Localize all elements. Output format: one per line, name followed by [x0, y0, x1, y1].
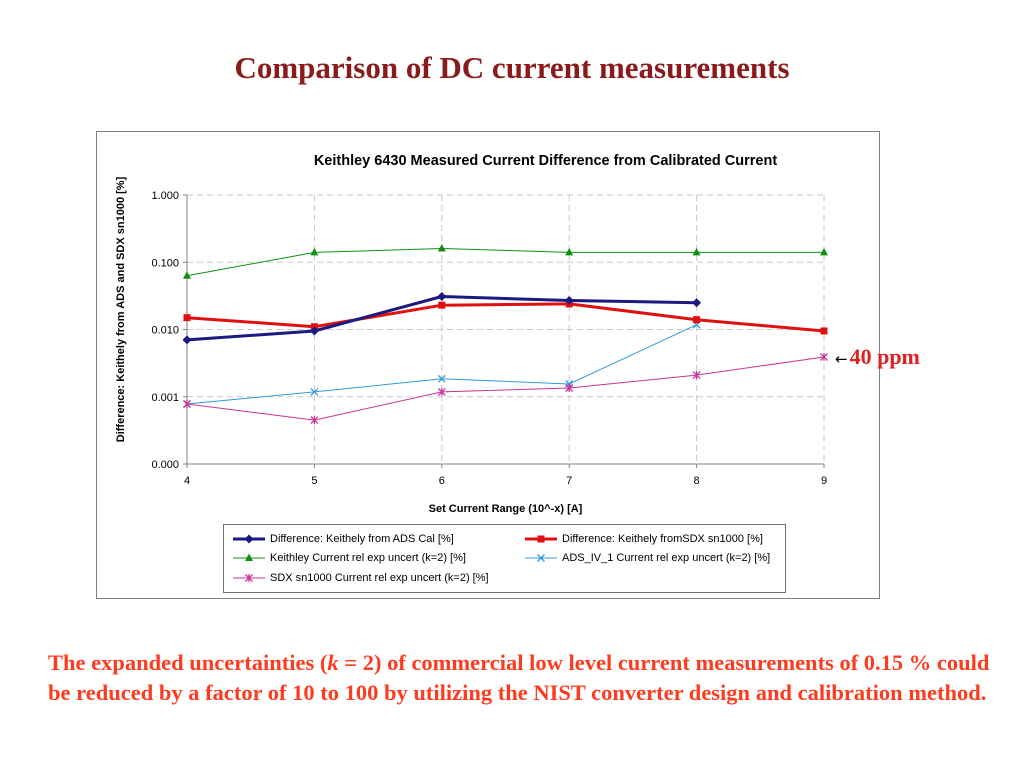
x-tick-label: 6	[439, 475, 445, 487]
data-point	[182, 335, 192, 345]
x-tick-label: 5	[311, 475, 317, 487]
data-point	[820, 353, 828, 362]
legend-swatch	[233, 553, 265, 561]
series-line-2	[186, 248, 824, 277]
conclusion-part1: The expanded uncertainties (	[48, 650, 328, 675]
chart-title: Keithley 6430 Measured Current Differenc…	[314, 153, 777, 169]
legend-swatch-marker	[537, 554, 545, 562]
data-point	[692, 298, 702, 308]
y-tick-label: 1.000	[151, 190, 179, 202]
legend-swatch	[525, 554, 557, 562]
legend-swatch	[233, 574, 265, 582]
data-point	[437, 244, 446, 252]
y-tick-label: 0.001	[151, 392, 179, 404]
legend-swatch	[233, 534, 265, 544]
data-point	[183, 314, 191, 322]
legend-label: ADS_IV_1 Current rel exp uncert (k=2) [%…	[562, 552, 771, 564]
data-point	[309, 326, 319, 336]
legend-label: Difference: Keithely from ADS Cal [%]	[270, 533, 454, 545]
data-point	[310, 387, 319, 396]
legend-item: SDX sn1000 Current rel exp uncert (k=2) …	[232, 570, 489, 586]
legend-item: Difference: Keithely from ADS Cal [%]	[232, 531, 454, 547]
data-point	[183, 271, 191, 279]
data-point	[310, 416, 319, 425]
y-tick-label: 0.000	[151, 459, 179, 471]
x-tick-label: 7	[566, 475, 572, 487]
legend-item: Difference: Keithely fromSDX sn1000 [%]	[524, 531, 763, 547]
x-tick-label: 4	[184, 475, 190, 487]
legend-label: SDX sn1000 Current rel exp uncert (k=2) …	[270, 572, 489, 584]
legend-label: Keithley Current rel exp uncert (k=2) [%…	[270, 552, 466, 564]
y-tick-label: 0.010	[151, 325, 179, 337]
legend-swatch-marker	[244, 534, 254, 544]
data-point	[693, 316, 701, 324]
data-point	[820, 327, 828, 335]
left-arrow-icon: ←	[835, 350, 848, 368]
legend-swatch-marker	[537, 535, 545, 543]
legend-swatch	[525, 535, 557, 543]
legend-label: Difference: Keithely fromSDX sn1000 [%]	[562, 533, 763, 545]
slide-title: Comparison of DC current measurements	[234, 50, 790, 85]
data-point	[692, 371, 701, 380]
data-point	[183, 400, 191, 409]
x-axis-label: Set Current Range (10^-x) [A]	[429, 503, 583, 515]
legend-swatch-marker	[245, 553, 253, 561]
data-point	[438, 301, 446, 309]
data-point	[820, 247, 828, 256]
ppm-annotation: ←40 ppm	[835, 344, 920, 370]
data-point	[310, 247, 319, 256]
chart-legend: Difference: Keithely from ADS Cal [%] Dif…	[223, 524, 786, 593]
data-point	[692, 247, 701, 256]
data-point	[437, 387, 446, 396]
legend-item: ADS_IV_1 Current rel exp uncert (k=2) [%…	[524, 550, 770, 566]
y-tick-label: 0.100	[151, 257, 179, 269]
series-line-4	[186, 356, 825, 421]
y-axis-label: Difference: Keithely from ADS and SDX sn…	[115, 176, 127, 442]
data-point	[437, 291, 447, 301]
chart-area: Keithley 6430 Measured Current Differenc…	[96, 131, 880, 599]
legend-item: Keithley Current rel exp uncert (k=2) [%…	[232, 550, 466, 566]
legend-swatch-marker	[245, 574, 253, 582]
data-point	[564, 295, 574, 305]
conclusion-text: The expanded uncertainties (k = 2) of co…	[48, 648, 998, 708]
series-line-1	[186, 302, 825, 333]
annotation-text: 40 ppm	[849, 344, 920, 369]
x-tick-label: 9	[821, 475, 827, 487]
chart-svg: Keithley 6430 Measured Current Differenc…	[115, 153, 828, 515]
x-tick-label: 8	[694, 475, 700, 487]
data-point	[437, 374, 446, 383]
conclusion-k: k	[327, 650, 339, 675]
data-point	[565, 383, 574, 392]
data-point	[565, 247, 574, 256]
conclusion-part2: = 2) of commercial low level current mea…	[48, 650, 990, 705]
